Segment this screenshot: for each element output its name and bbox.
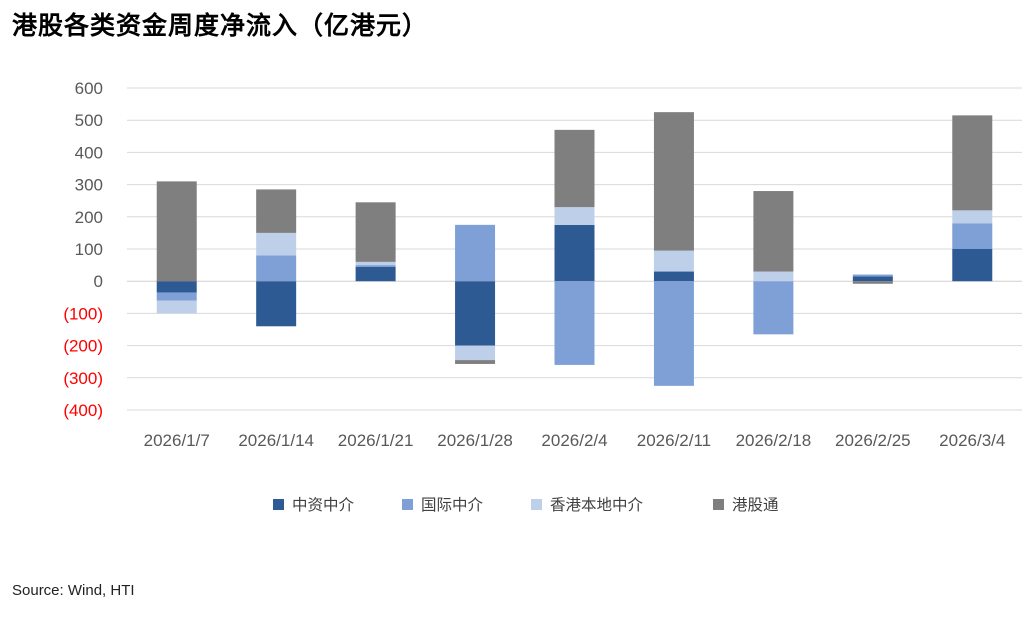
bar-segment: [554, 129, 595, 208]
bar-segment: [554, 207, 595, 225]
bar-segment: [256, 255, 297, 282]
y-axis: 600 500 400 300 200 100 0 (100) (200) (300) (400): [63, 79, 103, 420]
legend-label: 国际中介: [421, 496, 484, 514]
y-tick-label: (100): [63, 304, 103, 323]
legend-label: 中资中介: [292, 496, 355, 514]
bar-segment: [852, 274, 893, 275]
y-tick-label: (300): [63, 369, 103, 388]
x-tick-label: 2026/1/21: [338, 431, 414, 450]
chart-title: 港股各类资金周度净流入（亿港元）: [12, 11, 429, 40]
y-tick-label: 600: [75, 79, 103, 98]
legend-swatch: [402, 499, 413, 510]
bar-segment: [256, 189, 297, 233]
bar-segment: [455, 224, 496, 282]
bar-segment: [653, 112, 694, 251]
legend-swatch: [531, 499, 542, 510]
y-tick-label: 100: [75, 240, 103, 259]
x-tick-label: 2026/2/18: [736, 431, 812, 450]
bar-segment: [455, 345, 496, 361]
bar-segment: [952, 210, 993, 224]
x-tick-label: 2026/2/4: [541, 431, 607, 450]
y-tick-label: 0: [94, 272, 103, 291]
bar-segment: [753, 271, 794, 282]
legend-swatch: [273, 499, 284, 510]
bars: [156, 112, 993, 386]
bar-segment: [156, 281, 197, 293]
x-tick-label: 2026/3/4: [939, 431, 1005, 450]
bar-segment: [256, 281, 297, 327]
y-tick-label: 200: [75, 208, 103, 227]
bar-segment: [455, 281, 496, 346]
bar-segment: [753, 281, 794, 335]
bar-segment: [554, 281, 595, 365]
bar-segment: [952, 249, 993, 282]
bar-segment: [156, 181, 197, 282]
y-tick-label: 500: [75, 111, 103, 130]
x-tick-label: 2026/1/14: [238, 431, 314, 450]
legend: 中资中介 国际中介 香港本地中介 港股通: [273, 496, 779, 514]
bar-segment: [653, 250, 694, 272]
x-tick-label: 2026/2/11: [637, 431, 711, 450]
bar-segment: [952, 223, 993, 249]
bar-segment: [852, 276, 893, 282]
x-tick-label: 2026/2/25: [835, 431, 911, 450]
bar-segment: [753, 191, 794, 272]
y-tick-label: 400: [75, 143, 103, 162]
bar-segment: [653, 271, 694, 282]
source-note: Source: Wind, HTI: [12, 582, 135, 599]
legend-label: 香港本地中介: [550, 496, 644, 514]
bar-segment: [852, 274, 893, 277]
bar-segment: [554, 224, 595, 282]
y-tick-label: (200): [63, 337, 103, 356]
x-tick-label: 2026/1/7: [144, 431, 210, 450]
bar-segment: [355, 261, 396, 266]
bar-segment: [256, 232, 297, 256]
bar-segment: [852, 281, 893, 284]
bar-segment: [455, 360, 496, 364]
bar-segment: [355, 265, 396, 267]
x-tick-label: 2026/1/28: [437, 431, 513, 450]
bar-segment: [653, 281, 694, 386]
x-axis: 2026/1/7 2026/1/14 2026/1/21 2026/1/28 2026/…: [144, 431, 1006, 450]
bar-segment: [355, 266, 396, 282]
y-tick-label: (400): [63, 401, 103, 420]
y-tick-label: 300: [75, 176, 103, 195]
bar-segment: [156, 292, 197, 301]
legend-swatch: [713, 499, 724, 510]
bar-segment: [952, 115, 993, 211]
bar-segment: [156, 300, 197, 314]
legend-label: 港股通: [732, 496, 779, 514]
bar-segment: [355, 202, 396, 262]
